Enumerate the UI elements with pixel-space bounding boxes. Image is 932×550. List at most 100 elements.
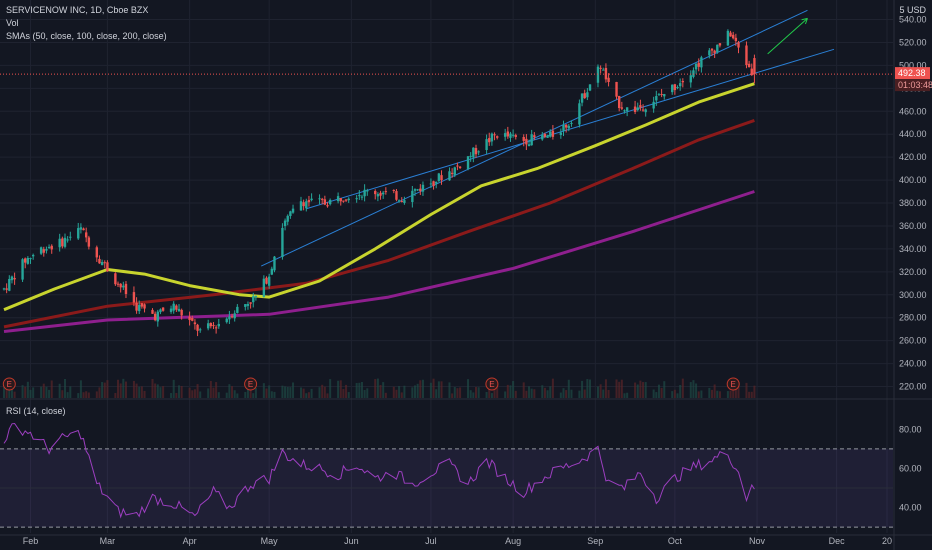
candle-body bbox=[206, 323, 210, 329]
price-tick-label: 280.00 bbox=[899, 313, 927, 323]
candle-body bbox=[283, 220, 287, 227]
candle-body bbox=[745, 45, 748, 66]
volume-bar bbox=[50, 380, 53, 398]
candle-body bbox=[246, 303, 250, 306]
volume-bar bbox=[66, 392, 69, 398]
candle-body bbox=[615, 81, 618, 97]
volume-bar bbox=[496, 383, 499, 398]
volume-bar bbox=[151, 378, 154, 398]
countdown-tag-label: 01:03:48 bbox=[898, 80, 932, 90]
volume-bar bbox=[525, 390, 528, 398]
volume-bar bbox=[188, 387, 191, 398]
volume-bar bbox=[448, 382, 451, 398]
volume-bar bbox=[451, 393, 454, 398]
date-tick-label: Apr bbox=[183, 536, 197, 546]
candle-body bbox=[39, 247, 43, 254]
volume-bar bbox=[679, 384, 682, 398]
volume-bar bbox=[543, 387, 546, 398]
trend-arrow-head bbox=[801, 17, 808, 25]
candle-body bbox=[522, 136, 525, 141]
sma200-line bbox=[3, 190, 755, 333]
volume-bar bbox=[485, 391, 488, 398]
volume-bar bbox=[337, 380, 340, 398]
candle-body bbox=[732, 34, 735, 39]
candle-body bbox=[214, 327, 218, 329]
candle-body bbox=[456, 165, 459, 167]
volume-bar bbox=[26, 381, 29, 398]
volume-bar bbox=[716, 390, 719, 398]
volume-bar bbox=[607, 389, 610, 398]
candle-body bbox=[549, 131, 552, 137]
candle-body bbox=[384, 191, 388, 193]
price-tick-label: 460.00 bbox=[899, 106, 927, 116]
candle-body bbox=[358, 195, 361, 197]
volume-bar bbox=[32, 387, 35, 398]
volume-bar bbox=[180, 386, 183, 398]
candle-body bbox=[138, 304, 141, 312]
volume-bar bbox=[615, 379, 618, 398]
candle-body bbox=[379, 192, 382, 196]
volume-bar bbox=[24, 386, 27, 398]
candle-body bbox=[496, 136, 499, 138]
candle-body bbox=[570, 122, 573, 124]
volume-bar bbox=[655, 392, 658, 398]
candle-body bbox=[323, 199, 327, 205]
volume-bar bbox=[156, 384, 159, 398]
candle-body bbox=[225, 318, 228, 323]
candle-body bbox=[153, 313, 157, 321]
candle-body bbox=[289, 211, 292, 217]
candle-body bbox=[47, 246, 51, 248]
volume-bar bbox=[726, 391, 729, 398]
candle-body bbox=[488, 138, 491, 143]
volume-bar bbox=[360, 381, 363, 398]
volume-bar bbox=[58, 383, 61, 398]
candle-body bbox=[320, 198, 324, 200]
candle-body bbox=[13, 277, 16, 280]
candle-body bbox=[671, 84, 674, 93]
date-tick-label: Oct bbox=[668, 536, 683, 546]
volume-bar bbox=[138, 386, 141, 398]
volume-bar bbox=[302, 388, 305, 398]
price-tick-label: 360.00 bbox=[899, 221, 927, 231]
volume-bar bbox=[586, 379, 589, 398]
volume-bar bbox=[281, 385, 284, 398]
earnings-e-icon bbox=[244, 377, 258, 391]
volume-bar bbox=[440, 381, 443, 398]
volume-bar bbox=[382, 382, 385, 398]
volume-bar bbox=[636, 384, 639, 398]
earnings-e-label: E bbox=[489, 380, 494, 389]
volume-bar bbox=[252, 393, 255, 398]
candle-body bbox=[82, 228, 85, 231]
trend-arrow-line bbox=[767, 17, 808, 55]
volume-bar bbox=[414, 385, 417, 398]
volume-bar bbox=[215, 382, 218, 398]
volume-bar bbox=[358, 382, 361, 398]
candle-body bbox=[673, 84, 677, 91]
candle-body bbox=[63, 237, 67, 247]
candle-body bbox=[625, 107, 629, 112]
candle-body bbox=[87, 237, 91, 247]
earnings-e-label: E bbox=[731, 380, 736, 389]
candle-body bbox=[366, 190, 369, 192]
candle-body bbox=[421, 184, 425, 192]
volume-bar bbox=[326, 393, 329, 398]
candle-body bbox=[193, 322, 197, 325]
volume-bar bbox=[61, 390, 64, 398]
volume-bar bbox=[549, 386, 552, 398]
volume-bar bbox=[583, 389, 586, 398]
candle-body bbox=[95, 247, 99, 258]
candle-body bbox=[559, 132, 563, 135]
candle-body bbox=[363, 189, 366, 197]
volume-bar bbox=[748, 391, 751, 398]
candle-body bbox=[305, 201, 308, 209]
candle-body bbox=[533, 135, 536, 138]
volume-bar bbox=[671, 391, 674, 398]
candle-body bbox=[124, 283, 128, 295]
sma100-line bbox=[3, 118, 755, 329]
candle-body bbox=[273, 256, 276, 271]
candle-body bbox=[458, 166, 462, 168]
volume-bar bbox=[729, 390, 732, 398]
date-tick-label: Sep bbox=[587, 536, 603, 546]
candle-body bbox=[541, 134, 544, 140]
volume-bar bbox=[692, 380, 695, 398]
